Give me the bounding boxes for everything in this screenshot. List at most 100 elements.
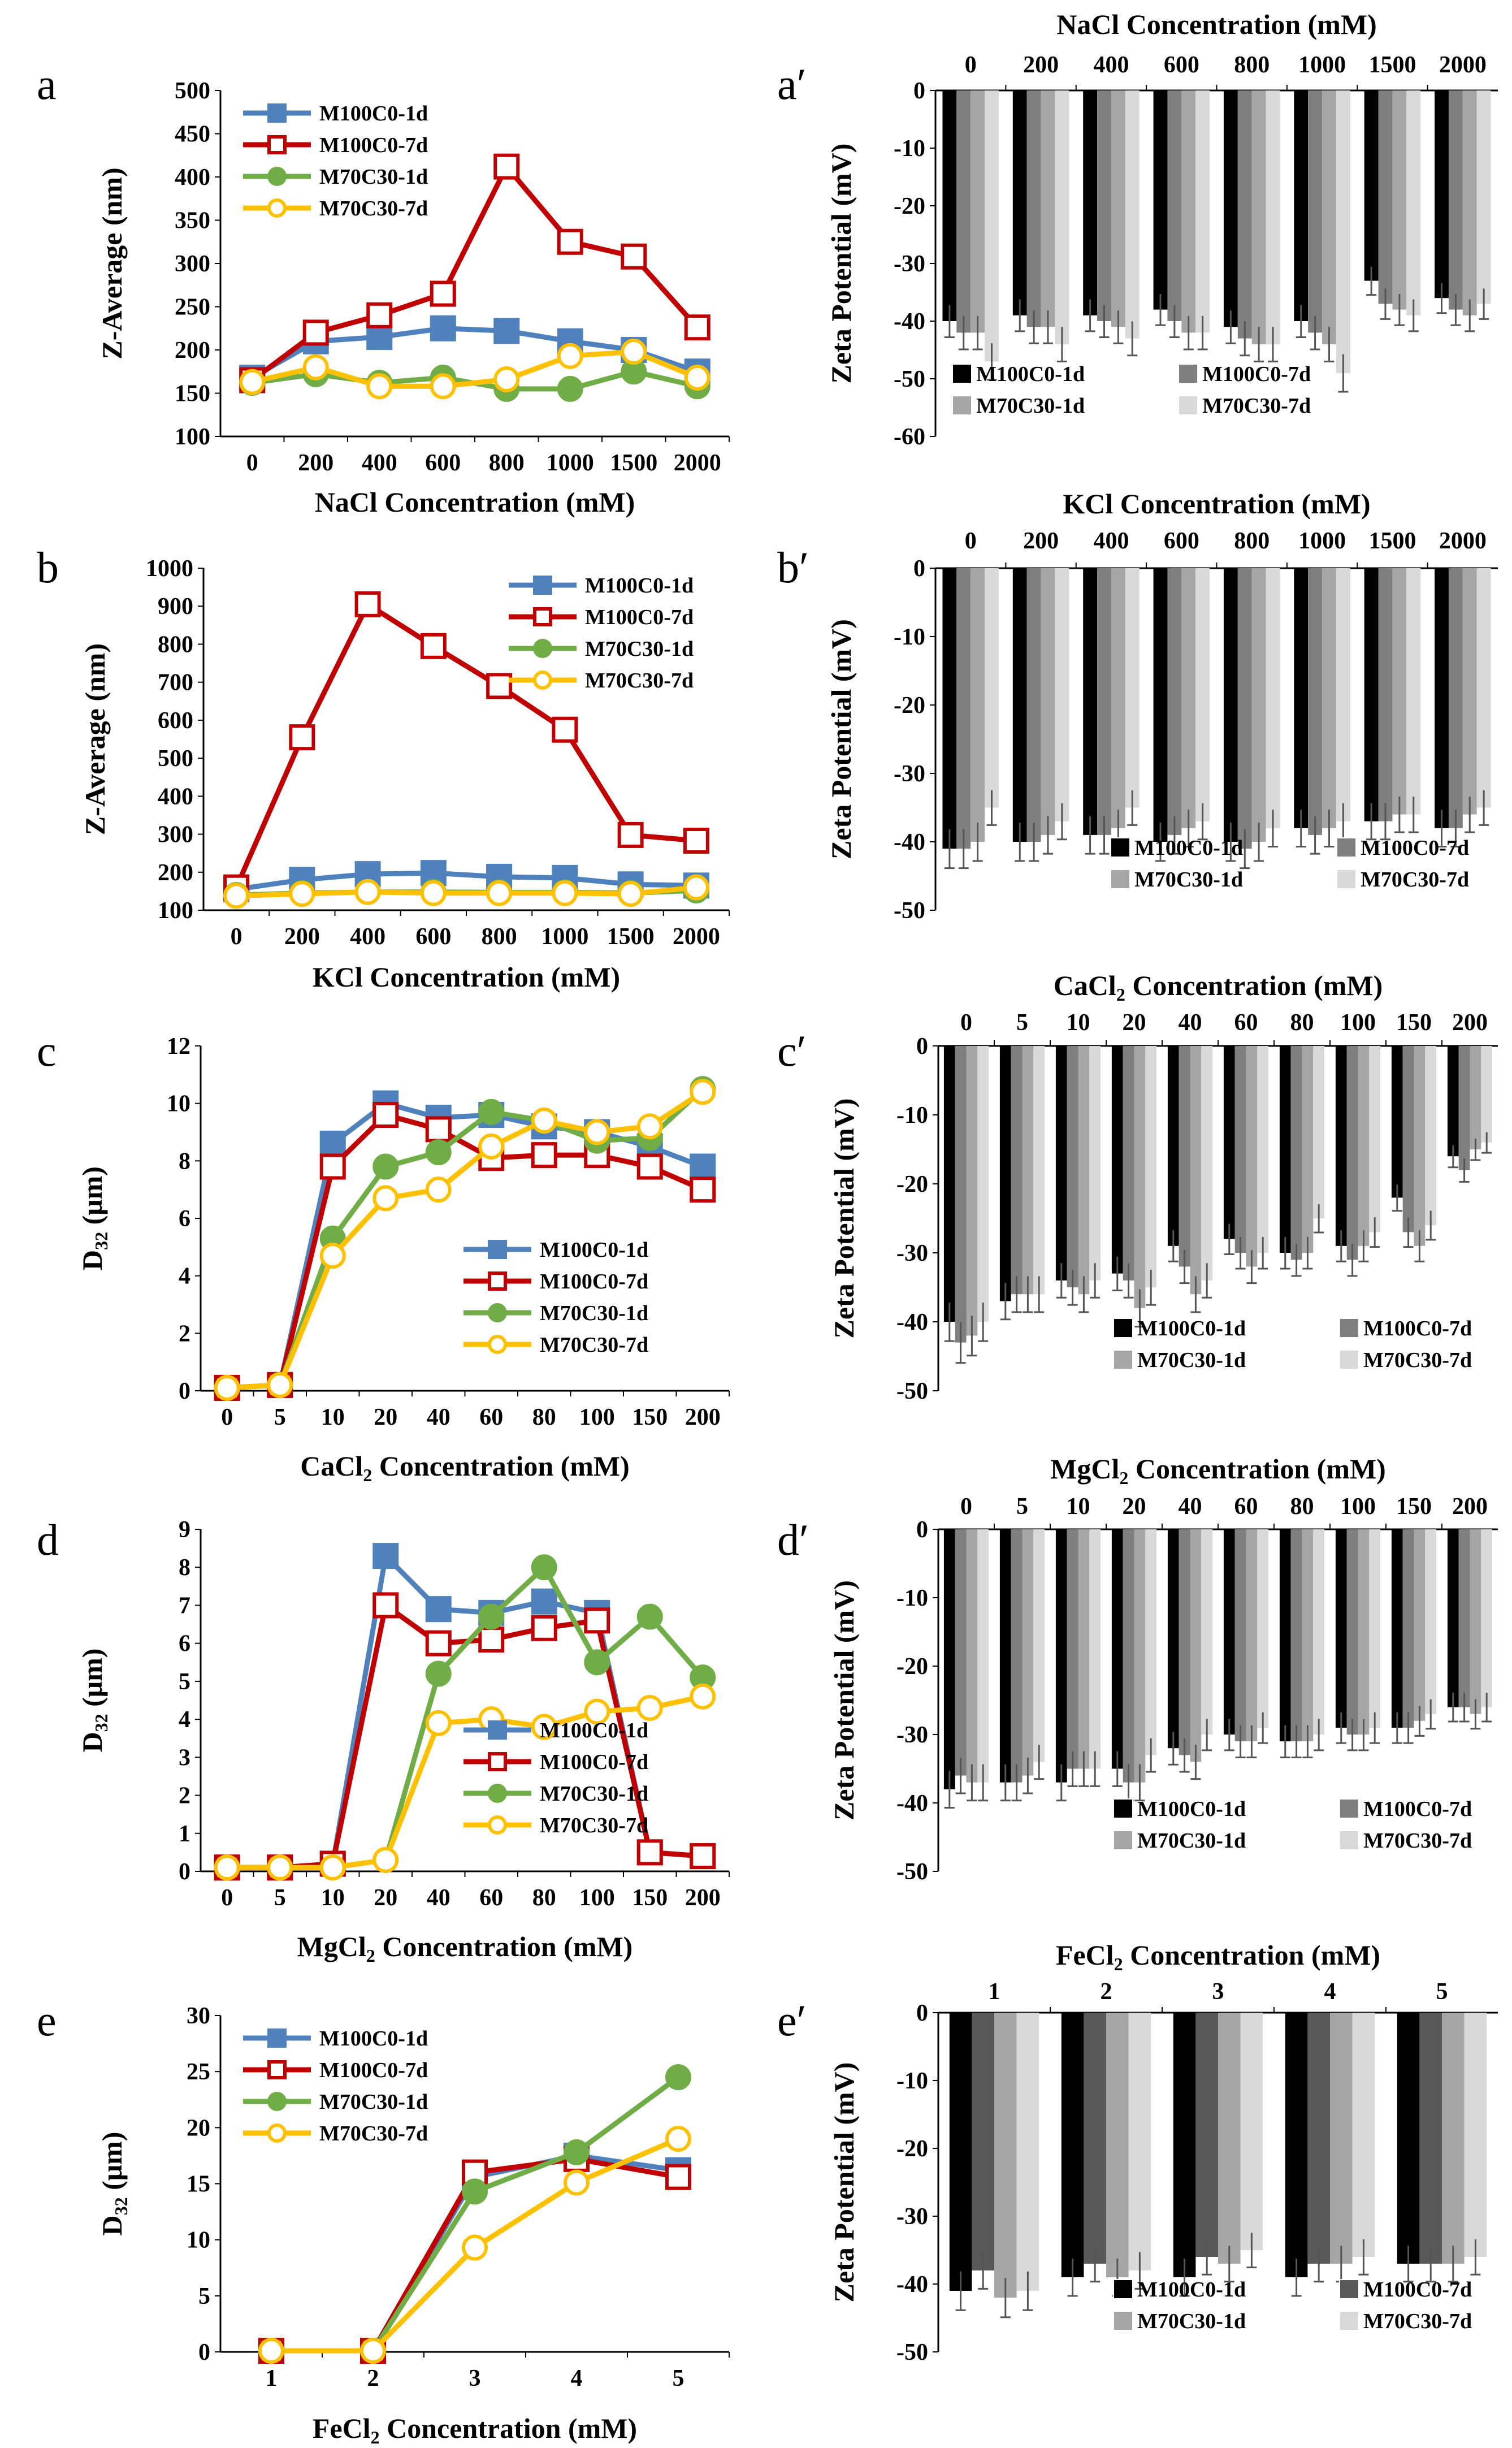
category-label: 0 (960, 1494, 972, 1520)
data-point (366, 324, 393, 351)
y-axis-label: Zeta Potential (mV) (825, 619, 857, 859)
data-point (557, 343, 583, 369)
category-label: 1000 (1298, 52, 1346, 78)
data-point (354, 879, 381, 905)
panel-label: e′ (777, 1996, 807, 2045)
series-M70C30-7d (977, 1046, 1493, 1342)
data-point (557, 375, 583, 402)
bar (1279, 1046, 1291, 1253)
data-point (636, 1839, 663, 1866)
data-point (684, 364, 710, 391)
x-tick-label: 200 (685, 1404, 721, 1430)
bar (942, 90, 957, 321)
chart-title-sub: 2 (1114, 1954, 1123, 1974)
data-point (425, 1630, 452, 1656)
data-point (478, 1603, 505, 1630)
legend-entry: M100C0-1d (1137, 2278, 1246, 2302)
legend-entry: M100C0-7d (1202, 362, 1311, 386)
legend-marker (267, 2029, 287, 2048)
y-tick-label: -20 (896, 1171, 928, 1197)
bar (1470, 1046, 1481, 1149)
y-tick-label: -20 (896, 2136, 928, 2162)
bar (966, 1046, 978, 1336)
chart-title: MgCl2 Concentration (mM) (1050, 1453, 1386, 1488)
bar (985, 568, 999, 808)
bar (943, 1046, 955, 1322)
y-tick-label: 8 (179, 1555, 190, 1581)
category-label: 4 (1324, 1979, 1336, 2005)
legend-entry: M70C30-7d (1361, 868, 1469, 892)
panel-b2: b′ KCl Concentration (mM) 0 200 400 600 800 100… (777, 488, 1498, 924)
panel-a2: a′ NaCl Concentration (mM) 0 200 400 600 800 10… (777, 8, 1498, 450)
legend-entry: M100C0-7d (319, 133, 428, 157)
series-line (227, 1694, 704, 1870)
bar (1391, 1529, 1403, 1728)
series-M70C30-1d (971, 90, 1477, 362)
legend-swatch (1110, 869, 1130, 889)
y-tick-label: -30 (896, 1722, 928, 1748)
x-axis-label: CaCl2 Concentration (mM) (300, 1450, 630, 1485)
legend-entry: M70C30-1d (1137, 1829, 1246, 1853)
data-point (258, 2338, 284, 2364)
panel-label: c′ (777, 1026, 807, 1075)
data-point (223, 883, 250, 909)
x-tick-label: 100 (579, 1404, 615, 1430)
category-label: 600 (1164, 52, 1199, 78)
data-point (430, 373, 456, 400)
y-tick-label: 25 (187, 2059, 210, 2085)
series-line (227, 1112, 704, 1391)
bar (1425, 1529, 1437, 1714)
y-tick-label: 450 (175, 122, 210, 148)
x-axis-label-sub: 2 (366, 1945, 375, 1966)
y-tick-label: 5 (198, 2283, 210, 2309)
bar (1257, 1529, 1269, 1728)
y-tick-label: -10 (896, 1585, 928, 1611)
y-tick-label: -10 (896, 2068, 928, 2094)
bar (1083, 568, 1098, 835)
data-point (584, 1649, 610, 1676)
category-label: 2000 (1439, 52, 1487, 78)
legend-entry: M70C30-7d (1202, 394, 1311, 418)
y-tick-label: -40 (896, 2272, 928, 2298)
bar (1179, 1046, 1190, 1267)
legend-marker (267, 2123, 287, 2143)
category-label: 3 (1212, 1979, 1224, 2005)
y-tick-label: 6 (179, 1206, 190, 1232)
bar (1364, 90, 1379, 281)
y-tick-label: 400 (158, 784, 193, 810)
legend-entry: M100C0-7d (1363, 1797, 1472, 1821)
bar (1201, 1046, 1213, 1281)
legend: M100C0-1d M100C0-7d M70C30-1d M70C30-7d (1113, 1797, 1472, 1853)
bar (1134, 1046, 1146, 1308)
data-point (690, 1177, 716, 1203)
category-label: 100 (1340, 1010, 1376, 1036)
data-point (478, 1626, 505, 1653)
x-tick-label: 150 (632, 1404, 668, 1430)
y-tick-label: 0 (913, 556, 925, 582)
data-point (425, 1596, 452, 1623)
category-label: 1 (989, 1979, 1000, 2005)
bar (1322, 568, 1336, 828)
legend-entry: M70C30-7d (1363, 1829, 1472, 1853)
y-tick-label: 30 (187, 2003, 210, 2029)
category-label: 60 (1234, 1010, 1258, 1036)
x-axis-label-rest: Concentration (mM) (380, 2412, 637, 2444)
data-point (425, 1139, 452, 1166)
legend-marker (488, 1271, 507, 1291)
bar (1335, 1529, 1347, 1728)
bar (1190, 1046, 1202, 1295)
x-tick-label: 0 (231, 924, 242, 950)
x-tick-label: 200 (298, 450, 333, 476)
y-tick-label: -40 (896, 1790, 928, 1816)
y-axis-label: Zeta Potential (mV) (828, 1098, 860, 1339)
legend-entry: M70C30-1d (1137, 1348, 1246, 1372)
y-tick-label: -50 (896, 1859, 928, 1885)
chart-title-rest: Concentration (mM) (1128, 1453, 1385, 1485)
data-point (690, 1079, 716, 1105)
x-axis-label-sub: 2 (363, 1465, 372, 1485)
category-label: 200 (1023, 52, 1059, 78)
bar (999, 1046, 1011, 1301)
chart-title: KCl Concentration (mM) (1063, 488, 1370, 520)
data-point (360, 2338, 386, 2364)
